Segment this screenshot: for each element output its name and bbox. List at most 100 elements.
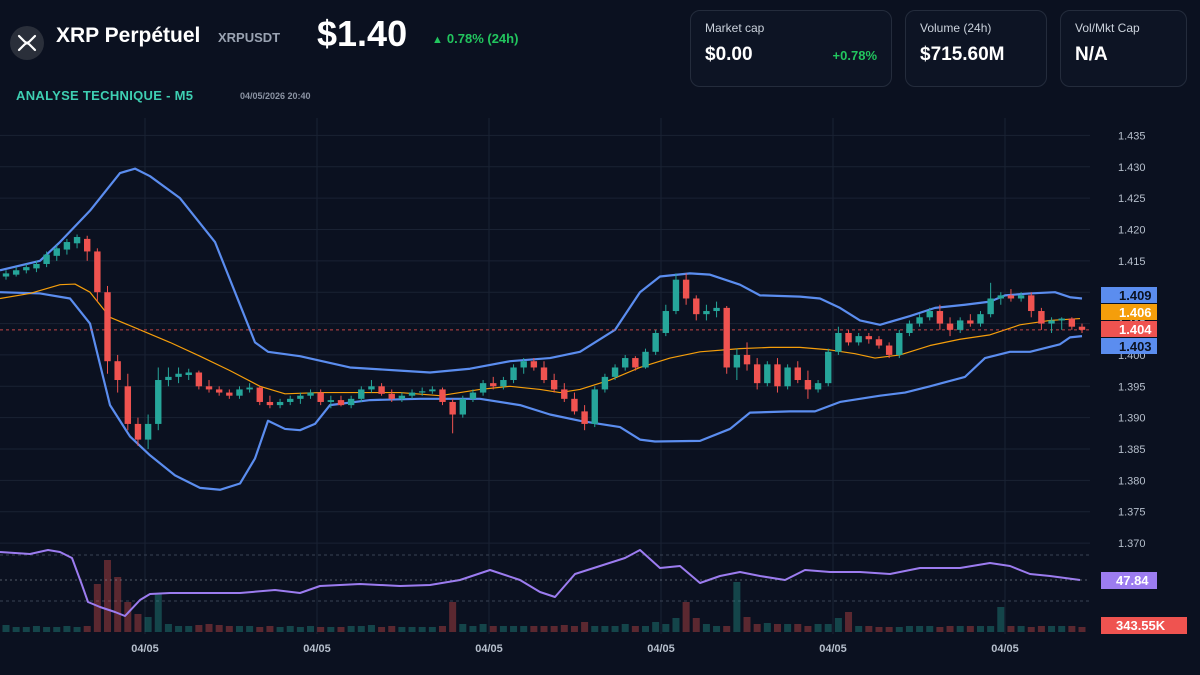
volume-card: Volume (24h) $715.60M (905, 10, 1047, 87)
volume-bar (205, 624, 213, 632)
volume-bar (855, 626, 863, 632)
candle (53, 245, 60, 261)
candle (835, 326, 842, 355)
candle-body (347, 398, 355, 406)
candle (987, 282, 994, 318)
candle-body (835, 332, 842, 352)
candle-body (855, 336, 862, 343)
candle-body (662, 311, 670, 333)
candle (530, 358, 538, 371)
candle (398, 392, 406, 402)
volume-bar (1027, 627, 1035, 632)
candle-body (1038, 311, 1045, 324)
volume-bar (865, 626, 873, 632)
candle (317, 389, 324, 406)
candle (347, 395, 355, 409)
volume-bar (276, 627, 284, 632)
y-tick-label: 1.415 (1118, 256, 1146, 268)
candle-body (378, 386, 385, 394)
candle (804, 370, 812, 399)
price-tag-box (1101, 287, 1157, 303)
vol-mkt-cap-label: Vol/Mkt Cap (1075, 21, 1140, 35)
price-tag-value: 1.403 (1119, 339, 1152, 354)
candle (977, 311, 984, 327)
volume-bar (652, 622, 660, 632)
market-cap-change: +0.78% (832, 48, 877, 63)
candle-body (2, 273, 10, 277)
candle (185, 368, 192, 381)
volume-bar (692, 618, 700, 632)
volume-bar (987, 626, 995, 632)
price-chart[interactable]: 1.4351.4301.4251.4201.4151.4101.4051.400… (0, 118, 1200, 675)
candle-body (622, 358, 629, 368)
volume-bar (611, 626, 619, 632)
x-tick-label: 04/05 (991, 643, 1019, 655)
candle (63, 238, 71, 255)
candle (144, 414, 152, 450)
volume-bar (936, 627, 944, 632)
candle-body (987, 298, 994, 315)
candle (875, 336, 883, 349)
rsi-tag-value: 47.84 (1116, 573, 1149, 588)
candle (591, 386, 598, 428)
candle (418, 387, 426, 396)
volume-bar (53, 627, 61, 632)
market-cap-label: Market cap (705, 21, 765, 35)
candle (236, 386, 243, 399)
volume-bar (63, 626, 71, 632)
candle (215, 386, 223, 396)
volume-bar (834, 618, 842, 632)
volume-bar (530, 626, 538, 632)
candle (743, 342, 751, 371)
candle (134, 417, 142, 446)
volume-bar (601, 626, 609, 632)
candle-body (327, 400, 335, 402)
candle (956, 317, 964, 333)
candle-body (236, 389, 243, 396)
candle (764, 361, 771, 387)
candle (165, 367, 172, 387)
candle-body (124, 386, 132, 424)
candle-body (195, 372, 203, 387)
candle-body (469, 392, 477, 399)
candle (632, 356, 639, 371)
candle-body (875, 339, 883, 346)
candle (358, 386, 365, 402)
volume-bar (1078, 627, 1086, 632)
candle (490, 376, 497, 390)
candle (337, 395, 345, 407)
volume-bar (814, 624, 822, 632)
candle-body (1068, 318, 1076, 327)
candle-body (896, 332, 903, 355)
candle-body (114, 361, 121, 381)
candle-body (774, 364, 781, 387)
candle (226, 389, 233, 399)
candle-body (144, 423, 152, 440)
candle (479, 380, 487, 396)
candle-body (672, 279, 680, 312)
candle-body (733, 354, 741, 368)
candle (520, 358, 527, 374)
volume-bar (916, 626, 924, 632)
candle-body (804, 380, 812, 390)
candle (104, 285, 111, 374)
candle (84, 235, 91, 261)
volume-bar (520, 626, 528, 632)
price-change: ▲ 0.78% (24h) (432, 31, 518, 46)
volume-bar (804, 626, 812, 632)
candle-body (520, 361, 527, 368)
volume-bar (1037, 626, 1045, 632)
bollinger-lower-line (0, 291, 1083, 491)
candle (1058, 317, 1065, 330)
candle (500, 376, 507, 390)
grid (0, 118, 1090, 634)
volume-bar (723, 626, 731, 632)
candle-body (1028, 295, 1035, 312)
volume-bar (702, 624, 710, 632)
candle (1007, 289, 1015, 302)
candle (124, 373, 132, 431)
volume-bar (337, 627, 345, 632)
volume-bar (946, 626, 954, 632)
volume-bar (621, 624, 629, 632)
volume-bar (428, 627, 436, 632)
